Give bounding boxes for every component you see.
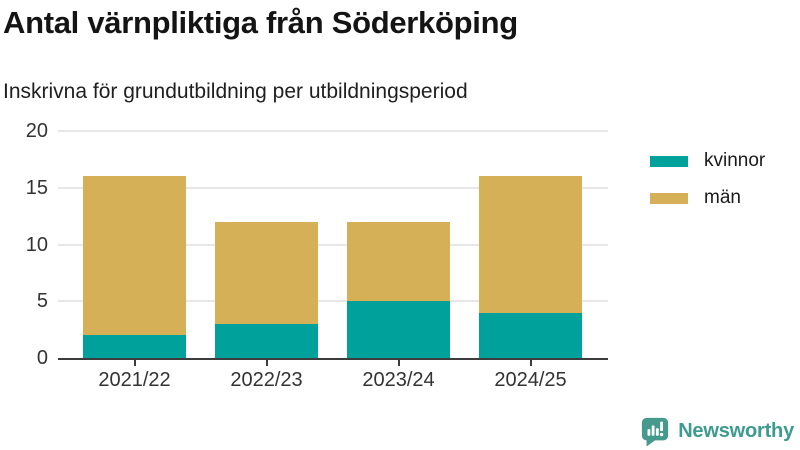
x-axis-label: 2024/25 [494,369,567,391]
legend: kvinnor män [650,150,765,224]
bar-segment-kvinnor [83,335,186,358]
legend-item: kvinnor [650,150,765,172]
bar-stack [83,176,186,358]
x-axis-tick [397,360,400,366]
newsworthy-logo: Newsworthy [640,416,794,447]
y-axis-label: 10 [25,233,48,256]
legend-swatch [650,192,688,204]
bar-segment-kvinnor [347,301,450,358]
bar-segment-kvinnor [215,323,318,358]
legend-label: män [704,187,741,208]
gridline [58,243,608,246]
y-axis: 0 5 10 15 20 [0,120,50,369]
y-axis-label: 0 [36,347,48,369]
newsworthy-logo-icon [642,417,669,447]
bar-segment-kvinnor [479,312,582,358]
chart-title: Antal värnpliktiga från Söderköping [3,5,518,40]
x-axis-tick [265,360,268,366]
legend-item: män [650,187,765,209]
x-axis-label: 2023/24 [362,369,435,391]
bar-segment-män [479,176,582,313]
x-axis-tick [133,360,136,366]
bar-segment-män [83,176,186,336]
legend-swatch [650,155,688,167]
y-axis-label: 5 [36,290,48,313]
gridline [58,186,608,189]
legend-label: kvinnor [704,150,766,171]
bar-stack [347,221,450,358]
x-axis-label: 2021/22 [98,369,171,391]
bar-segment-män [215,221,318,324]
bar-segment-män [347,221,450,302]
x-axis: 2021/22 2022/23 2023/24 2024/25 [58,369,608,395]
bar-stack [479,176,582,358]
x-axis-label: 2022/23 [230,369,303,391]
chart-subtitle: Inskrivna för grundutbildning per utbild… [3,80,468,103]
y-axis-label: 15 [25,176,48,199]
newsworthy-logo-text: Newsworthy [678,420,794,442]
y-axis-label: 20 [25,120,48,142]
plot-area [58,130,608,366]
bar-stack [215,221,318,358]
gridline [58,130,608,132]
gridline [58,300,608,303]
x-axis-tick [529,360,532,366]
